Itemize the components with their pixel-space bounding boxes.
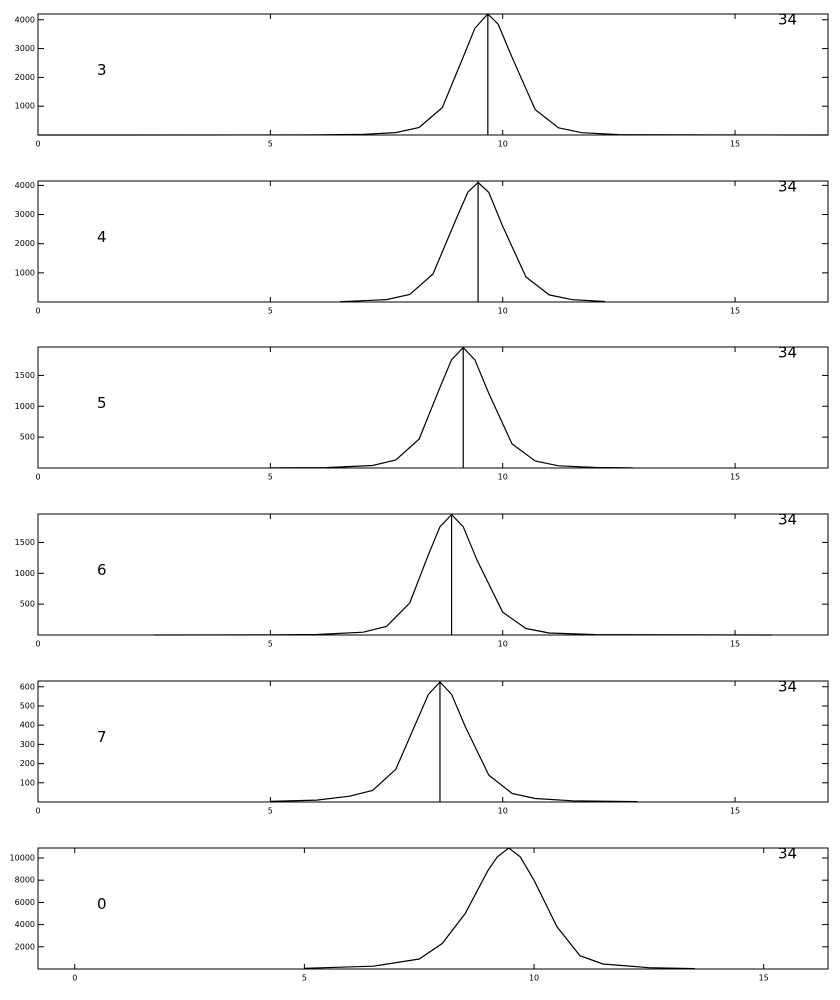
plot-frame (37, 346, 829, 469)
y-tick-label: 2000 (15, 942, 35, 951)
y-tick-label: 500 (20, 701, 35, 710)
corner-label: 34 (778, 11, 797, 29)
plot-frame (37, 13, 829, 136)
x-tick-label: 5 (268, 473, 273, 482)
x-tick-label: 0 (35, 473, 40, 482)
y-tick-label: 4000 (15, 15, 35, 24)
x-tick-label: 15 (730, 140, 740, 149)
x-tick-label: 0 (35, 807, 40, 816)
plot-frame (37, 847, 829, 970)
corner-label: 34 (778, 511, 797, 529)
y-tick-label: 1000 (15, 268, 35, 277)
y-tick-label: 500 (20, 433, 35, 442)
panel: 0 5 10 15 500 1000 1500 6 34 (15, 511, 829, 649)
x-tick-label: 10 (529, 974, 539, 983)
panel: 0 5 10 15 2000 4000 6000 8000 10000 0 34 (10, 845, 829, 983)
x-tick-label: 10 (498, 307, 508, 316)
y-tick-label: 400 (20, 721, 35, 730)
corner-label: 34 (778, 678, 797, 696)
y-tick-label: 10000 (10, 853, 35, 862)
y-tick-label: 500 (20, 600, 35, 609)
panel-label: 6 (97, 561, 107, 579)
x-tick-label: 5 (302, 974, 307, 983)
curve (340, 181, 605, 303)
x-tick-label: 10 (498, 473, 508, 482)
curve (270, 346, 633, 469)
x-tick-label: 0 (72, 974, 77, 983)
x-tick-label: 10 (498, 640, 508, 649)
x-tick-label: 0 (35, 140, 40, 149)
y-tick-label: 3000 (15, 44, 35, 53)
y-tick-label: 6000 (15, 898, 35, 907)
y-tick-label: 300 (20, 740, 35, 749)
x-tick-label: 10 (498, 140, 508, 149)
y-tick-label: 1000 (15, 569, 35, 578)
y-tick-label: 8000 (15, 876, 35, 885)
plot-frame (37, 680, 829, 803)
x-tick-label: 15 (730, 807, 740, 816)
panel: 0 5 10 15 1000 2000 3000 4000 3 34 (15, 11, 829, 149)
plot-frame (37, 513, 829, 636)
x-tick-label: 15 (759, 974, 769, 983)
x-tick-label: 5 (268, 140, 273, 149)
panel: 0 5 10 15 500 1000 1500 5 34 (15, 344, 829, 482)
panel-label: 3 (97, 61, 107, 79)
corner-label: 34 (778, 178, 797, 196)
x-tick-label: 5 (268, 307, 273, 316)
y-tick-label: 100 (20, 778, 35, 787)
y-tick-label: 4000 (15, 181, 35, 190)
panel-label: 0 (97, 895, 107, 913)
corner-label: 34 (778, 344, 797, 362)
x-tick-label: 0 (35, 640, 40, 649)
panel: 0 5 10 15 1000 2000 3000 4000 4 34 (15, 178, 829, 316)
panel-label: 7 (97, 728, 107, 746)
x-tick-label: 5 (268, 807, 273, 816)
y-tick-label: 2000 (15, 73, 35, 82)
y-tick-label: 2000 (15, 239, 35, 248)
panel-label: 4 (97, 228, 107, 246)
x-tick-label: 0 (35, 307, 40, 316)
corner-label: 34 (778, 845, 797, 863)
y-tick-label: 1000 (15, 402, 35, 411)
y-tick-label: 3000 (15, 210, 35, 219)
curve (304, 847, 695, 970)
curve (270, 681, 638, 803)
curve (154, 513, 773, 636)
panel: 0 5 10 15 100 200 300 400 500 600 7 34 (20, 678, 829, 816)
x-tick-label: 15 (730, 473, 740, 482)
x-tick-label: 10 (498, 807, 508, 816)
y-tick-label: 1500 (15, 538, 35, 547)
y-tick-label: 4000 (15, 920, 35, 929)
plot-frame (37, 180, 829, 303)
x-tick-label: 15 (730, 640, 740, 649)
y-tick-label: 1500 (15, 371, 35, 380)
y-tick-label: 1000 (15, 102, 35, 111)
x-tick-label: 15 (730, 307, 740, 316)
y-tick-label: 200 (20, 759, 35, 768)
x-tick-label: 5 (268, 640, 273, 649)
panel-label: 5 (97, 394, 107, 412)
y-tick-label: 600 (20, 682, 35, 691)
curve (37, 13, 829, 136)
